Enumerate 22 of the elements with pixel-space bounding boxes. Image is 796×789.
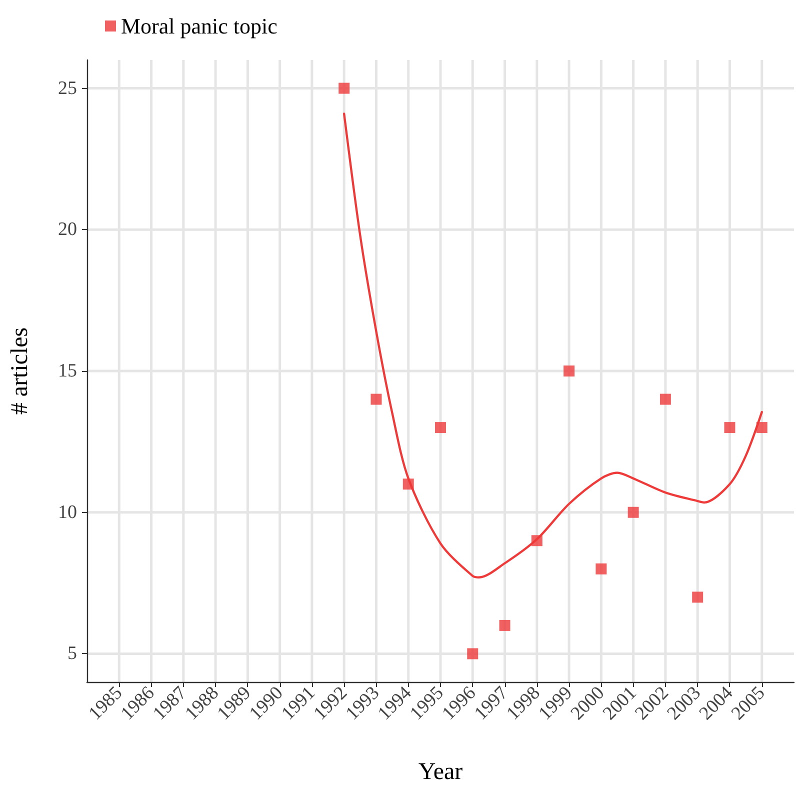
point xyxy=(692,592,704,603)
y-tick-label: 15 xyxy=(58,360,77,382)
y-tick-label: 25 xyxy=(58,78,77,99)
point xyxy=(564,366,575,376)
y-axis-title: # articles xyxy=(7,327,33,415)
x-axis-title: Year xyxy=(418,759,463,785)
point xyxy=(596,563,607,574)
point xyxy=(660,394,671,405)
point xyxy=(531,535,542,546)
point xyxy=(338,82,350,94)
y-tick-label: 5 xyxy=(68,643,77,664)
y-tick-label: 20 xyxy=(58,219,77,240)
point xyxy=(370,394,382,405)
point xyxy=(435,422,446,434)
point xyxy=(724,422,736,434)
point xyxy=(628,506,639,518)
legend-label: Moral panic topic xyxy=(121,14,278,38)
point xyxy=(499,620,510,631)
point xyxy=(756,422,768,434)
y-tick-label: 10 xyxy=(58,502,77,523)
point xyxy=(402,478,414,490)
point xyxy=(467,648,478,660)
